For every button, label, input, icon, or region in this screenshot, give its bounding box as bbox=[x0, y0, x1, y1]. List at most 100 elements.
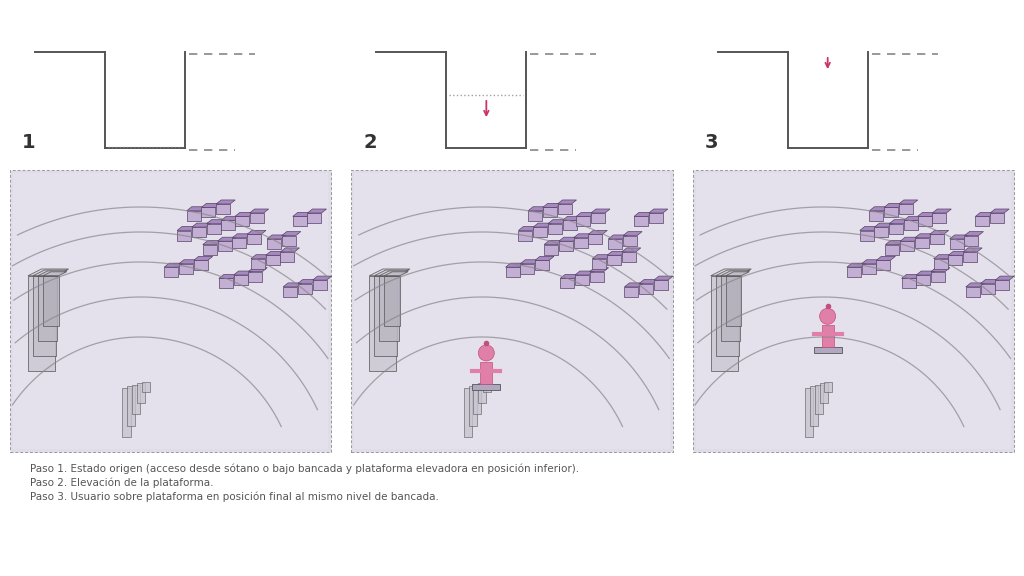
Bar bbox=[186, 211, 201, 221]
Bar bbox=[824, 382, 833, 392]
Bar bbox=[814, 347, 842, 353]
Bar bbox=[247, 234, 261, 244]
Polygon shape bbox=[995, 276, 1014, 280]
Polygon shape bbox=[251, 255, 270, 259]
Bar bbox=[949, 239, 964, 249]
Polygon shape bbox=[591, 209, 610, 213]
Bar bbox=[307, 213, 322, 223]
Bar bbox=[886, 245, 899, 255]
Polygon shape bbox=[265, 251, 285, 255]
Bar bbox=[483, 382, 492, 392]
Polygon shape bbox=[639, 279, 658, 283]
Bar bbox=[13, 173, 329, 449]
Bar bbox=[480, 362, 493, 384]
Polygon shape bbox=[164, 263, 183, 267]
Polygon shape bbox=[590, 268, 608, 272]
Polygon shape bbox=[506, 263, 524, 267]
Polygon shape bbox=[307, 209, 327, 213]
Bar bbox=[557, 204, 571, 214]
Bar bbox=[990, 213, 1005, 223]
Bar bbox=[904, 220, 918, 230]
Bar bbox=[914, 238, 929, 248]
Bar bbox=[966, 287, 980, 297]
Polygon shape bbox=[966, 283, 985, 287]
Bar bbox=[216, 204, 230, 214]
Polygon shape bbox=[625, 283, 643, 287]
Polygon shape bbox=[901, 274, 921, 278]
Polygon shape bbox=[877, 256, 895, 260]
Bar bbox=[874, 227, 889, 237]
Bar bbox=[379, 276, 398, 341]
Bar bbox=[592, 259, 606, 268]
Polygon shape bbox=[543, 203, 562, 207]
Bar bbox=[469, 386, 476, 426]
Polygon shape bbox=[624, 232, 642, 236]
Polygon shape bbox=[219, 274, 238, 278]
Polygon shape bbox=[914, 234, 934, 238]
Bar bbox=[995, 280, 1010, 290]
Polygon shape bbox=[202, 203, 220, 207]
Polygon shape bbox=[726, 272, 750, 276]
Bar bbox=[726, 276, 741, 326]
Polygon shape bbox=[965, 232, 983, 236]
Polygon shape bbox=[43, 272, 67, 276]
Polygon shape bbox=[33, 270, 68, 276]
Bar bbox=[535, 260, 549, 270]
Polygon shape bbox=[899, 200, 918, 204]
Polygon shape bbox=[560, 274, 580, 278]
Polygon shape bbox=[267, 235, 286, 239]
Bar bbox=[221, 220, 236, 230]
Bar bbox=[202, 207, 215, 217]
Polygon shape bbox=[375, 270, 409, 276]
Bar bbox=[692, 170, 1014, 452]
Bar bbox=[931, 272, 945, 282]
Polygon shape bbox=[247, 230, 266, 234]
Bar bbox=[884, 207, 898, 217]
Polygon shape bbox=[281, 248, 299, 252]
Circle shape bbox=[819, 308, 836, 324]
Polygon shape bbox=[177, 226, 196, 230]
Bar bbox=[123, 388, 130, 437]
Polygon shape bbox=[557, 200, 577, 204]
Polygon shape bbox=[711, 269, 752, 276]
Bar bbox=[520, 264, 535, 274]
Polygon shape bbox=[520, 260, 540, 264]
Bar bbox=[861, 264, 876, 274]
Polygon shape bbox=[38, 271, 67, 276]
Polygon shape bbox=[889, 219, 908, 223]
Polygon shape bbox=[203, 241, 222, 245]
Bar bbox=[351, 170, 673, 452]
Bar bbox=[900, 241, 914, 251]
Bar bbox=[191, 227, 206, 237]
Polygon shape bbox=[548, 219, 567, 223]
Bar bbox=[534, 227, 547, 237]
Bar bbox=[548, 223, 562, 234]
Polygon shape bbox=[949, 235, 969, 239]
Bar bbox=[33, 276, 56, 357]
Bar bbox=[28, 276, 55, 372]
Bar bbox=[976, 217, 989, 226]
Bar bbox=[860, 230, 873, 241]
Polygon shape bbox=[233, 271, 253, 275]
Polygon shape bbox=[884, 203, 903, 207]
Bar bbox=[283, 287, 297, 297]
Bar bbox=[179, 264, 193, 274]
Polygon shape bbox=[234, 213, 254, 217]
Bar bbox=[562, 220, 577, 230]
Bar bbox=[219, 278, 232, 289]
Polygon shape bbox=[28, 269, 69, 276]
Polygon shape bbox=[379, 271, 409, 276]
Polygon shape bbox=[250, 209, 268, 213]
Bar bbox=[634, 217, 648, 226]
Circle shape bbox=[478, 345, 495, 361]
Bar bbox=[267, 239, 281, 249]
Polygon shape bbox=[918, 213, 937, 217]
Bar bbox=[810, 386, 818, 426]
Polygon shape bbox=[370, 269, 410, 276]
Bar bbox=[194, 260, 208, 270]
Bar bbox=[141, 382, 150, 392]
Bar bbox=[217, 241, 231, 251]
Polygon shape bbox=[194, 256, 213, 260]
Bar bbox=[250, 213, 263, 223]
Bar bbox=[716, 276, 738, 357]
